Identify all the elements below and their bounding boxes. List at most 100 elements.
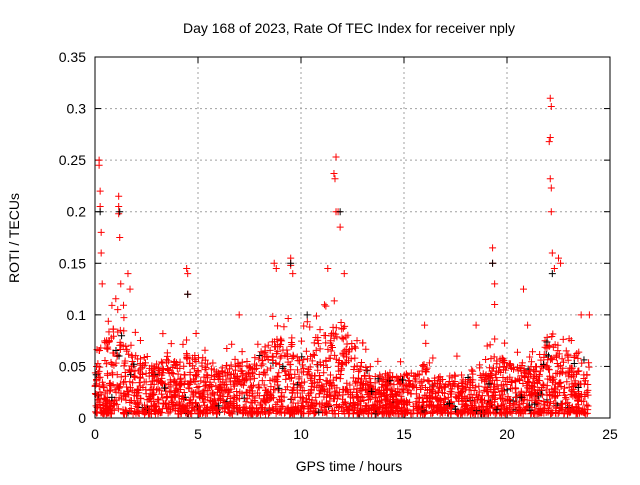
data-point [521, 374, 529, 382]
data-point [441, 395, 449, 403]
data-point [506, 373, 514, 381]
data-point [255, 409, 263, 417]
data-point [583, 371, 591, 379]
data-point [323, 409, 331, 417]
data-point [139, 361, 147, 369]
data-point [309, 350, 317, 358]
data-point [505, 360, 513, 368]
data-point [490, 353, 498, 361]
data-point [506, 402, 514, 410]
data-point [352, 344, 360, 352]
data-point [198, 359, 206, 367]
data-point [183, 336, 191, 344]
data-point [326, 354, 334, 362]
data-point [537, 356, 545, 364]
data-point [210, 366, 218, 374]
data-point [350, 406, 358, 414]
data-point [472, 404, 480, 412]
data-point [270, 386, 278, 394]
data-point [308, 357, 316, 365]
data-point [406, 398, 414, 406]
data-point [274, 322, 282, 330]
data-point [288, 334, 296, 342]
data-point [298, 387, 306, 395]
data-point [312, 400, 320, 408]
data-point [277, 352, 285, 360]
data-point [322, 302, 330, 310]
data-point [278, 402, 286, 410]
data-point [546, 175, 554, 183]
data-point [332, 153, 340, 161]
data-point [238, 358, 246, 366]
data-point [314, 366, 322, 374]
data-point [200, 386, 208, 394]
data-point [342, 386, 350, 394]
data-point [386, 369, 394, 377]
y-tick-label: 0.2 [67, 204, 87, 220]
data-point [287, 395, 295, 403]
data-point [398, 406, 406, 414]
data-point [212, 382, 220, 390]
data-point [153, 376, 161, 384]
data-point [341, 359, 349, 367]
data-point [371, 379, 379, 387]
data-point [131, 328, 139, 336]
data-point [445, 400, 453, 408]
data-point [429, 408, 437, 416]
data-point [532, 368, 540, 376]
data-point [558, 355, 566, 363]
data-point [145, 372, 153, 380]
data-point [547, 103, 555, 111]
data-point [227, 399, 235, 407]
data-point [364, 402, 372, 410]
data-point [330, 381, 338, 389]
data-point [122, 342, 130, 350]
data-point [351, 354, 359, 362]
data-point [272, 359, 280, 367]
data-point [263, 366, 271, 374]
data-point [363, 367, 371, 375]
data-point [277, 393, 285, 401]
data-point [258, 377, 266, 385]
data-point [273, 381, 281, 389]
data-point [320, 369, 328, 377]
data-point [338, 334, 346, 342]
data-point [119, 409, 127, 417]
data-point [151, 403, 159, 411]
data-point [484, 392, 492, 400]
data-point [397, 358, 405, 366]
data-point [143, 396, 151, 404]
data-point [264, 341, 272, 349]
data-point [207, 398, 215, 406]
data-point [525, 367, 533, 375]
data-point [570, 368, 578, 376]
data-point [431, 390, 439, 398]
data-point [528, 358, 536, 366]
data-point [331, 175, 339, 183]
y-tick-label: 0.35 [59, 49, 86, 65]
data-point [120, 314, 128, 322]
data-point [497, 404, 505, 412]
data-point [532, 373, 540, 381]
data-point [219, 372, 227, 380]
data-point [533, 363, 541, 371]
data-point [139, 384, 147, 392]
data-point [331, 395, 339, 403]
data-point [496, 363, 504, 371]
data-point [515, 376, 523, 384]
data-point [455, 397, 463, 405]
data-point [213, 410, 221, 418]
data-point [294, 408, 302, 416]
data-point [542, 386, 550, 394]
data-point [575, 367, 583, 375]
data-point [247, 364, 255, 372]
data-point [143, 353, 151, 361]
data-point [287, 342, 295, 350]
data-point [495, 367, 503, 375]
data-point [366, 363, 374, 371]
data-point [139, 371, 147, 379]
data-point [565, 401, 573, 409]
data-point [409, 382, 417, 390]
data-point [569, 406, 577, 414]
data-point [366, 395, 374, 403]
